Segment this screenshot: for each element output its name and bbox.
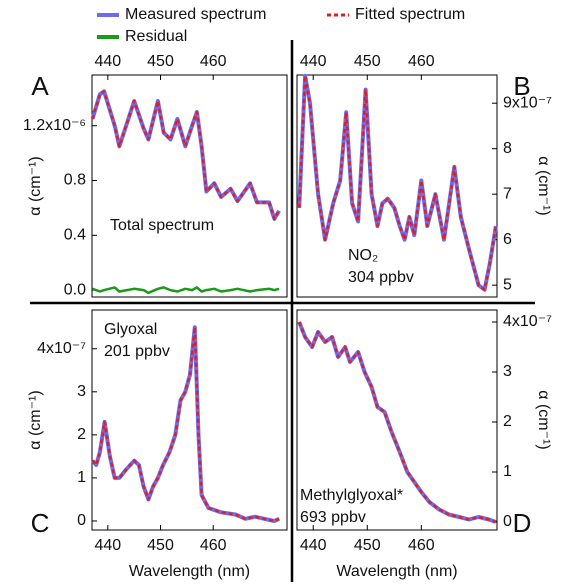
annotation: 693 ppbv (300, 509, 366, 526)
panel-label: A (31, 71, 49, 101)
y-tick-label: 4x10⁻⁷ (37, 340, 86, 357)
y-tick-label: 3 (503, 363, 512, 380)
y-tick-label: 9x10⁻⁷ (503, 94, 552, 111)
annotation: 304 ppbv (348, 269, 414, 286)
y-tick-label: 0.0 (64, 281, 86, 298)
y-tick-label: 1 (503, 463, 512, 480)
plot-frame (296, 309, 498, 531)
x-tick-label: 440 (94, 537, 121, 554)
legend-label: Fitted spectrum (355, 6, 465, 23)
y-tick-label: 8 (503, 140, 512, 157)
plot-frame (91, 74, 288, 298)
panel-label: C (31, 508, 50, 538)
legend-label: Residual (125, 28, 187, 45)
spectrum-line (92, 286, 280, 295)
annotation: Glyoxal (104, 321, 157, 338)
x-tick-label: 460 (200, 537, 227, 554)
annotation: 201 ppbv (104, 343, 170, 360)
x-tick-label: 460 (408, 53, 435, 70)
x-axis-label: Wavelength (nm) (129, 563, 250, 580)
x-tick-label: 460 (408, 537, 435, 554)
y-tick-label: 1 (77, 469, 86, 486)
y-axis-label: α (cm⁻¹) (27, 390, 44, 449)
y-axis-label: α (cm⁻¹) (535, 390, 552, 449)
plot-frame (296, 74, 498, 298)
spectrum-line (91, 325, 280, 523)
spectrum-line (297, 73, 498, 292)
annotation: NO₂ (348, 247, 378, 264)
x-tick-label: 440 (300, 53, 327, 70)
y-tick-label: 0 (77, 512, 86, 529)
spectrum-line (298, 321, 497, 524)
spectrum-line (90, 89, 281, 221)
y-tick-label: 0 (503, 513, 512, 530)
x-tick-label: 450 (147, 53, 174, 70)
y-tick-label: 0.4 (64, 227, 86, 244)
y-tick-label: 2 (77, 426, 86, 443)
x-tick-label: 450 (354, 537, 381, 554)
spectrum-line (91, 90, 281, 221)
panel-label: D (513, 508, 532, 538)
y-tick-label: 6 (503, 231, 512, 248)
x-tick-label: 440 (94, 53, 121, 70)
panel-label: B (513, 71, 530, 101)
y-tick-label: 7 (503, 185, 512, 202)
y-tick-label: 5 (503, 276, 512, 293)
x-tick-label: 440 (300, 537, 327, 554)
x-axis-label: Wavelength (nm) (336, 563, 457, 580)
y-tick-label: 2 (503, 413, 512, 430)
x-tick-label: 460 (200, 53, 227, 70)
x-tick-label: 450 (147, 537, 174, 554)
spectrum-line (297, 74, 498, 291)
y-tick-label: 1.2x10⁻⁶ (23, 117, 86, 134)
y-axis-label: α (cm⁻¹) (27, 156, 44, 215)
legend-label: Measured spectrum (125, 6, 266, 23)
annotation: Total spectrum (110, 217, 214, 234)
y-axis-label: α (cm⁻¹) (535, 156, 552, 215)
y-tick-label: 0.8 (64, 172, 86, 189)
annotation: Methylglyoxal* (300, 487, 403, 504)
plot-frame (91, 309, 288, 531)
y-tick-label: 3 (77, 383, 86, 400)
x-tick-label: 450 (354, 53, 381, 70)
y-tick-label: 4x10⁻⁷ (503, 313, 552, 330)
